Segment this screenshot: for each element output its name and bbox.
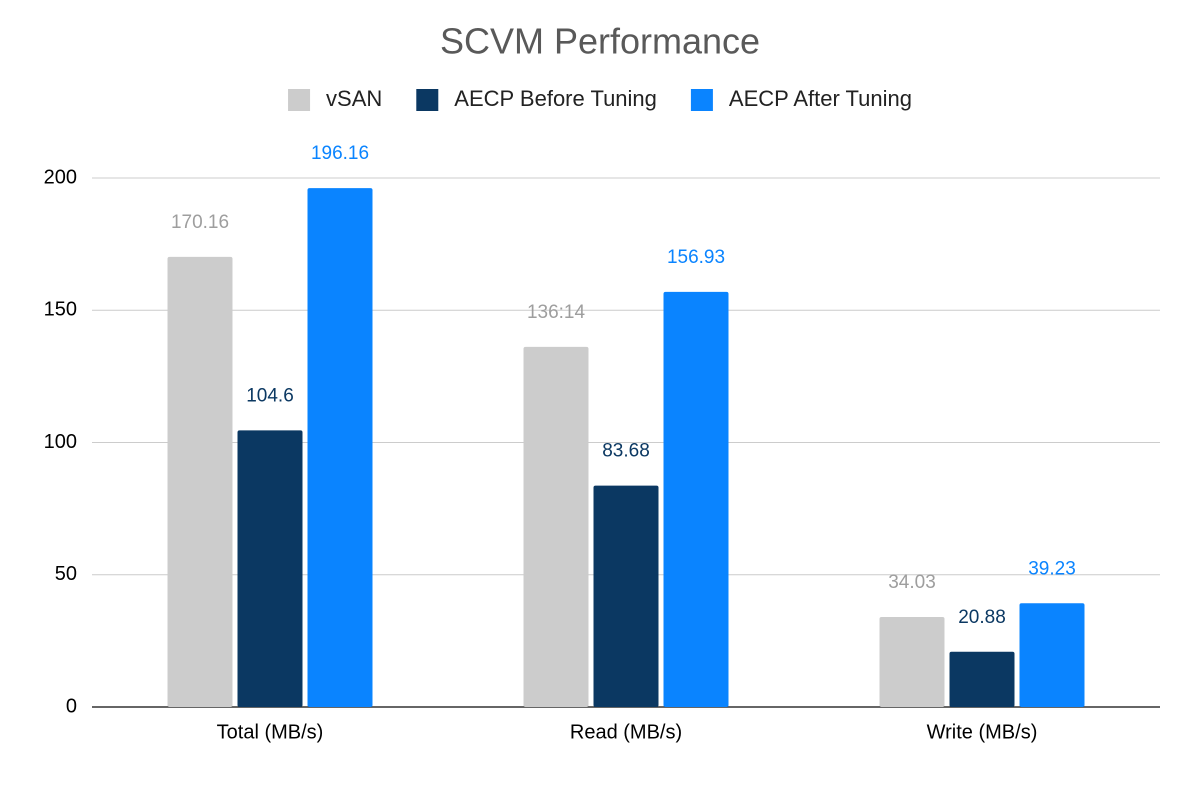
legend-label: AECP Before Tuning (454, 86, 657, 111)
y-tick-label: 200 (44, 166, 77, 188)
data-label: 20.88 (958, 607, 1006, 628)
data-label: 83.68 (602, 441, 650, 462)
x-tick-label: Total (MB/s) (217, 721, 324, 743)
data-label: 34.03 (888, 572, 936, 593)
bar (523, 346, 589, 707)
x-tick-label: Read (MB/s) (570, 721, 682, 743)
data-label: 156.93 (667, 247, 725, 268)
y-tick-label: 0 (66, 695, 77, 717)
data-label: 170.16 (171, 212, 229, 233)
data-label: 136:14 (527, 302, 586, 323)
x-tick-label: Write (MB/s) (927, 721, 1038, 743)
legend-label: AECP After Tuning (729, 86, 912, 111)
legend-swatch (690, 89, 713, 111)
y-tick-label: 50 (55, 563, 77, 585)
data-label: 196.16 (311, 143, 369, 164)
data-label: 104.6 (246, 385, 294, 406)
legend-label: vSAN (326, 86, 382, 111)
y-tick-label: 100 (44, 431, 77, 453)
bar (237, 430, 303, 707)
y-tick-label: 150 (44, 299, 77, 321)
bar (307, 188, 373, 707)
bar (593, 485, 659, 707)
legend-swatch (288, 89, 311, 111)
data-label: 39.23 (1028, 558, 1076, 579)
bar (879, 616, 945, 707)
chart-title: SCVM Performance (440, 21, 760, 62)
bar (167, 256, 233, 707)
bar (1019, 603, 1085, 707)
bar (949, 651, 1015, 707)
bar (663, 291, 729, 707)
legend-swatch (416, 89, 439, 111)
